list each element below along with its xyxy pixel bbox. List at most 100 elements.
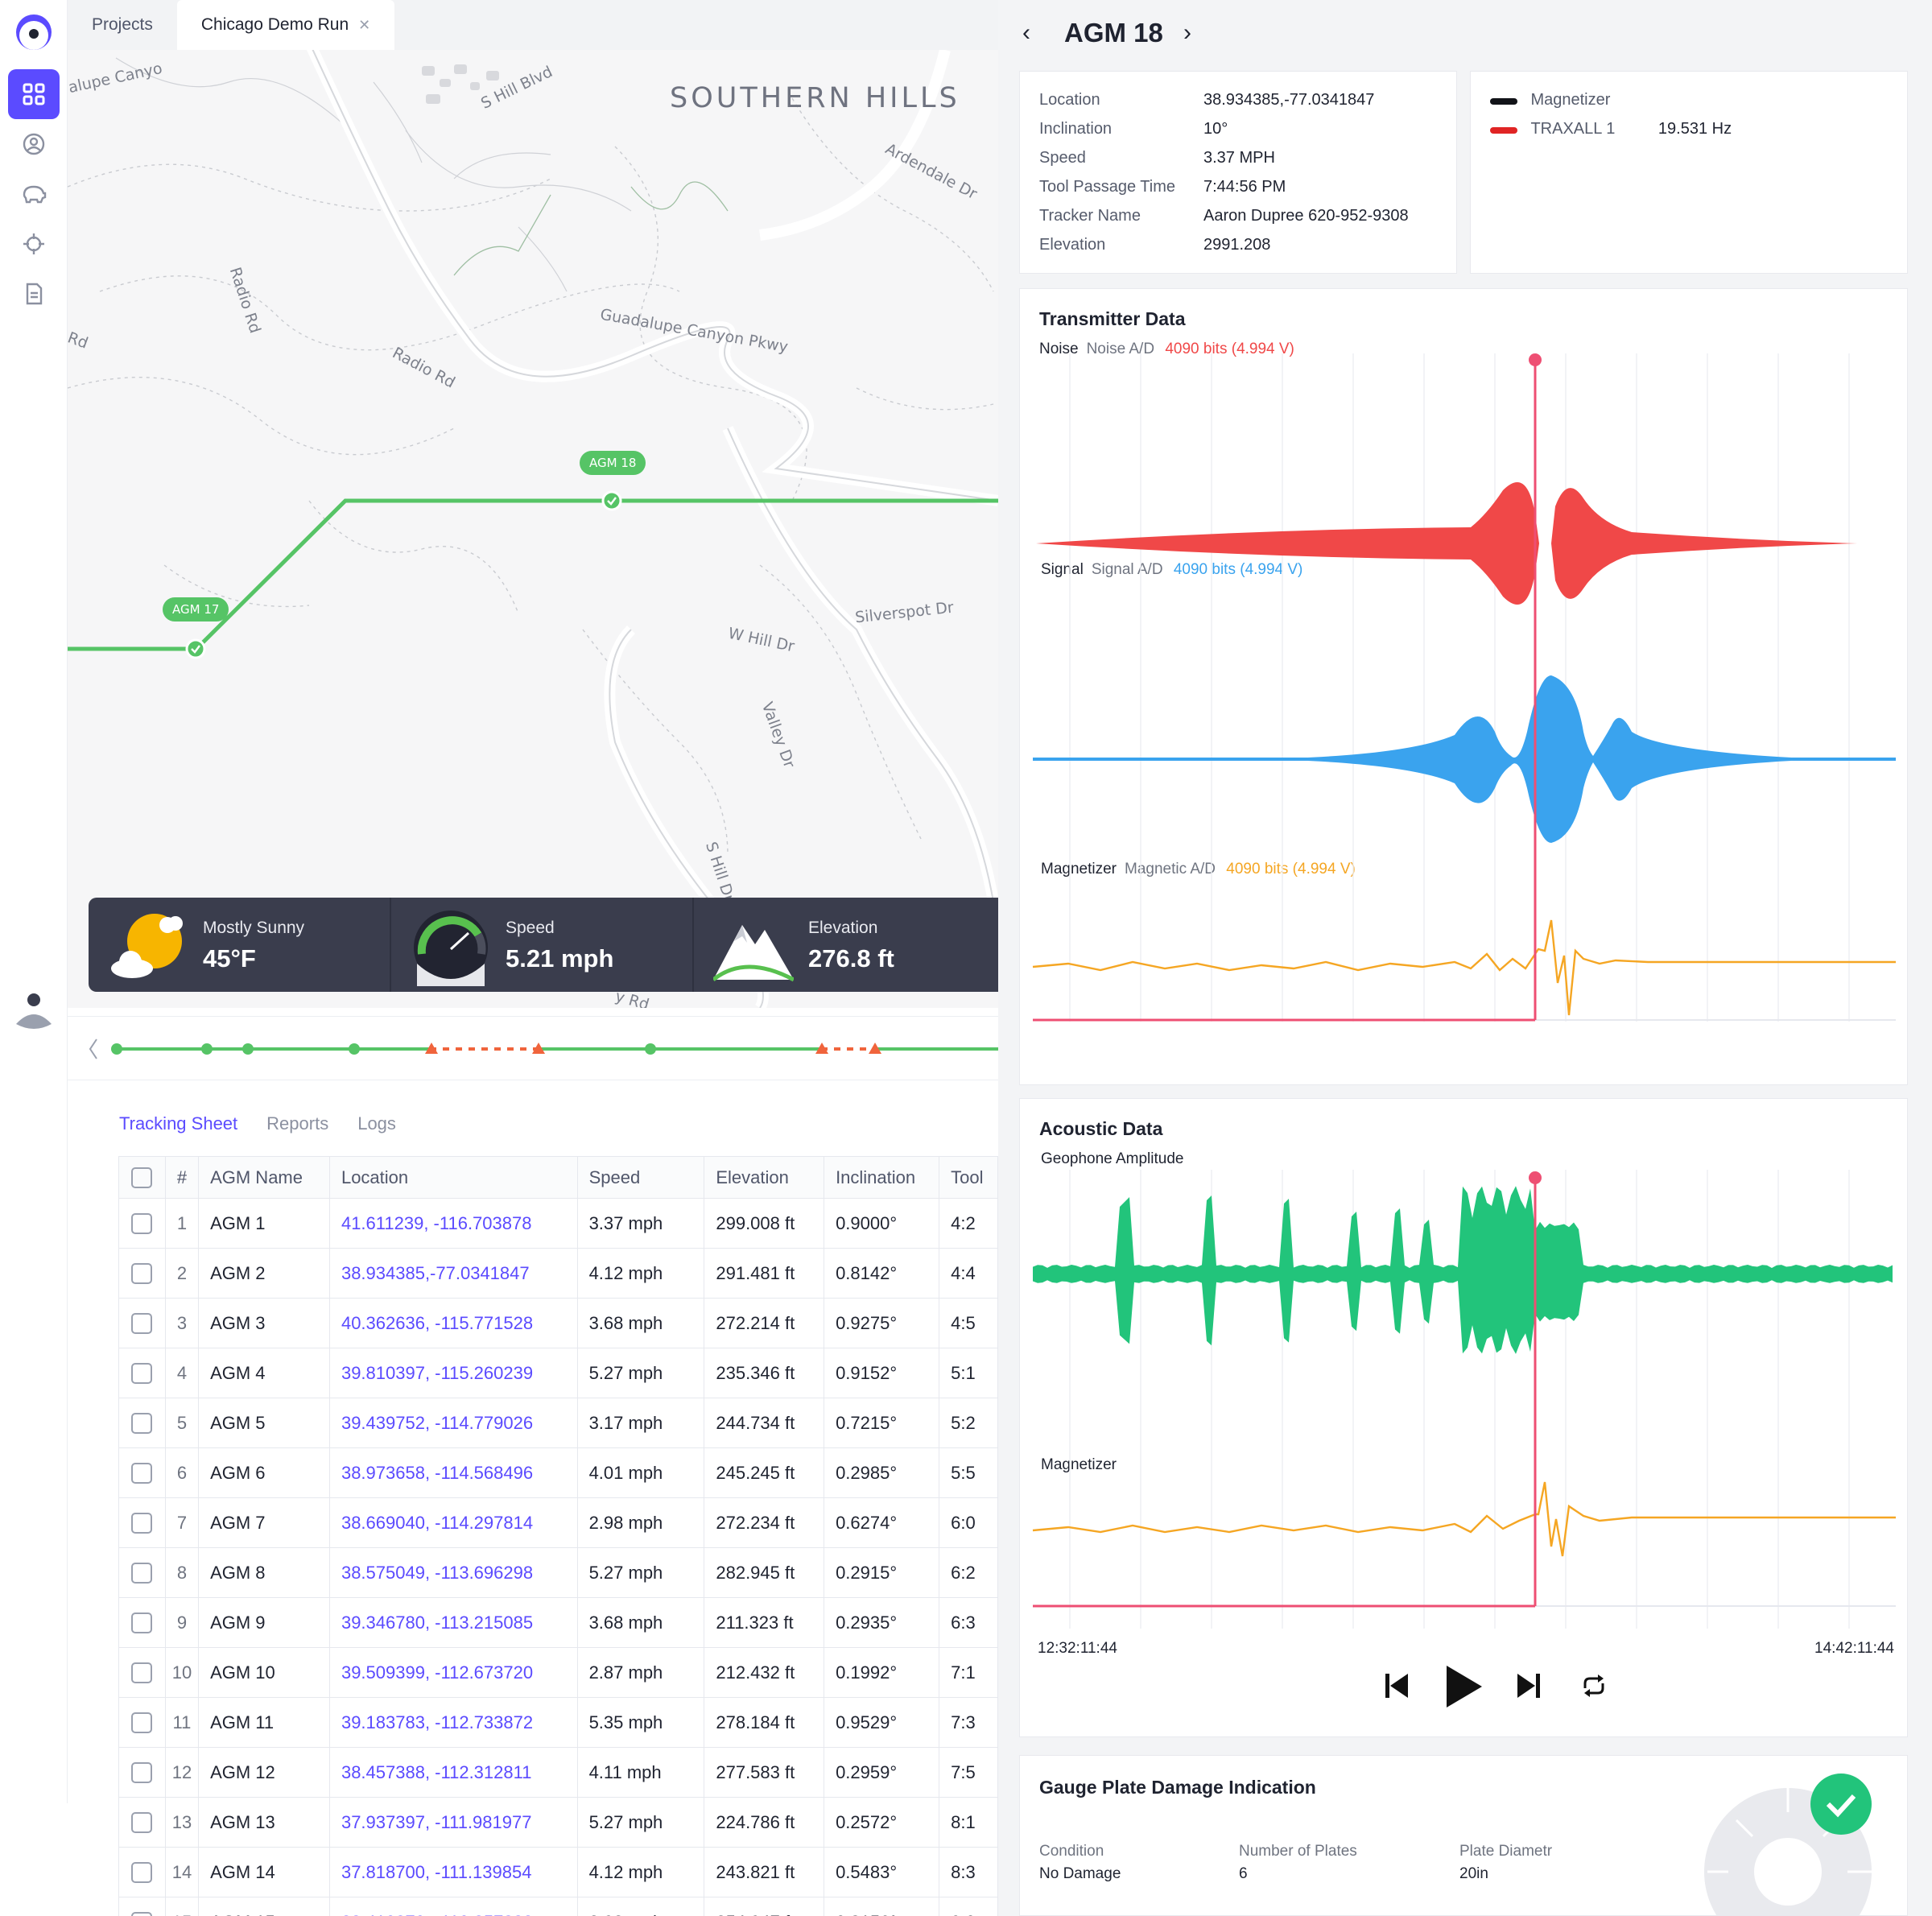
row-number: 8 <box>164 1547 200 1598</box>
row-select-cell <box>118 1497 166 1548</box>
row-select-cell <box>118 1198 166 1249</box>
row-checkbox[interactable] <box>131 1463 153 1484</box>
loop-icon[interactable] <box>1580 1672 1608 1699</box>
transmitter-title: Transmitter Data <box>1039 308 1186 329</box>
previous-agm-icon[interactable]: ‹ <box>1022 19 1030 46</box>
location-link[interactable]: 38.575049, -113.696298 <box>328 1547 578 1598</box>
location-link[interactable]: 39.346780, -113.215085 <box>328 1597 578 1648</box>
agm-18-marker[interactable]: AGM 18 <box>580 451 646 475</box>
close-tab-icon[interactable]: ✕ <box>358 16 371 33</box>
table-row[interactable]: 10 AGM 10 39.509399, -112.673720 2.87 mph 21… <box>118 1647 998 1698</box>
timeline-scrubber[interactable] <box>68 1016 998 1080</box>
location-link[interactable]: 38.410270, -110.357883 <box>328 1897 578 1916</box>
row-checkbox[interactable] <box>131 1413 153 1435</box>
tab-chicago-demo-run[interactable]: Chicago Demo Run ✕ <box>176 0 395 50</box>
legend-item-magnetizer[interactable]: Magnetizer <box>1490 91 1610 109</box>
elevation-cell: 282.945 ft <box>704 1547 825 1598</box>
location-link[interactable]: 38.457388, -112.312811 <box>328 1747 578 1798</box>
location-link[interactable]: 38.973658, -114.568496 <box>328 1447 578 1498</box>
tab-logs[interactable]: Logs <box>357 1113 396 1133</box>
col-header[interactable]: Location <box>328 1156 578 1199</box>
speed-stat: Speed 5.21 mph <box>391 898 694 992</box>
row-checkbox[interactable] <box>131 1912 153 1916</box>
location-link[interactable]: 39.183783, -112.733872 <box>328 1697 578 1748</box>
table-row[interactable]: 7 AGM 7 38.669040, -114.297814 2.98 mph 272.… <box>118 1497 998 1548</box>
row-checkbox[interactable] <box>131 1612 153 1634</box>
location-link[interactable]: 37.818700, -111.139854 <box>328 1847 578 1897</box>
table-row[interactable]: 5 AGM 5 39.439752, -114.779026 3.17 mph 244.… <box>118 1398 998 1448</box>
row-checkbox[interactable] <box>131 1862 153 1884</box>
row-checkbox[interactable] <box>131 1762 153 1784</box>
location-link[interactable]: 40.362636, -115.771528 <box>328 1298 578 1348</box>
row-checkbox[interactable] <box>131 1812 153 1834</box>
col-header[interactable]: Speed <box>576 1156 705 1199</box>
skip-forward-icon[interactable] <box>1516 1672 1542 1699</box>
row-select-cell <box>118 1348 166 1398</box>
speed-value: 5.21 mph <box>506 944 614 972</box>
col-header[interactable]: Tool <box>939 1156 998 1199</box>
col-header[interactable]: Elevation <box>704 1156 825 1199</box>
info-value: 2991.208 <box>1203 236 1271 254</box>
table-row[interactable]: 4 AGM 4 39.810397, -115.260239 5.27 mph 235.… <box>118 1348 998 1398</box>
row-number: 7 <box>164 1497 200 1548</box>
agm-name: AGM 15 <box>198 1897 330 1916</box>
next-agm-icon[interactable]: › <box>1183 19 1191 46</box>
skip-back-icon[interactable] <box>1384 1672 1410 1699</box>
document-icon[interactable] <box>8 269 60 319</box>
dashboard-icon[interactable] <box>8 69 60 119</box>
elevation-cell: 299.008 ft <box>704 1198 825 1249</box>
map-view[interactable]: SOUTHERN HILLS alupe Canyo S Hill Blvd A… <box>68 50 998 1008</box>
table-row[interactable]: 12 AGM 12 38.457388, -112.312811 4.11 mph 27… <box>118 1747 998 1798</box>
agm-17-marker[interactable]: AGM 17 <box>163 597 229 621</box>
col-header[interactable]: Inclination <box>824 1156 940 1199</box>
tab-projects[interactable]: Projects <box>68 0 177 50</box>
agm-name: AGM 5 <box>198 1398 330 1448</box>
tab-projects-label: Projects <box>92 15 153 34</box>
table-row[interactable]: 6 AGM 6 38.973658, -114.568496 4.01 mph 245.… <box>118 1447 998 1498</box>
location-link[interactable]: 39.509399, -112.673720 <box>328 1647 578 1698</box>
row-number: 11 <box>164 1697 200 1748</box>
pig-icon[interactable] <box>8 169 60 219</box>
table-row[interactable]: 2 AGM 2 38.934385,-77.0341847 4.12 mph 291.4… <box>118 1248 998 1299</box>
speed-cell: 2.98 mph <box>576 1497 705 1548</box>
row-checkbox[interactable] <box>131 1363 153 1385</box>
row-checkbox[interactable] <box>131 1563 153 1584</box>
select-all-checkbox[interactable] <box>131 1167 153 1189</box>
inclination-cell: 0.5483° <box>824 1847 940 1897</box>
table-row[interactable]: 8 AGM 8 38.575049, -113.696298 5.27 mph 282.… <box>118 1547 998 1598</box>
legend-item-traxall[interactable]: TRAXALL 1 19.531 Hz <box>1490 120 1732 138</box>
row-checkbox[interactable] <box>131 1662 153 1684</box>
play-icon[interactable] <box>1443 1664 1484 1709</box>
col-header[interactable]: AGM Name <box>198 1156 330 1199</box>
table-row[interactable]: 1 AGM 1 41.611239, -116.703878 3.37 mph 299.… <box>118 1198 998 1249</box>
location-link[interactable]: 39.810397, -115.260239 <box>328 1348 578 1398</box>
row-checkbox[interactable] <box>131 1313 153 1335</box>
row-checkbox[interactable] <box>131 1263 153 1285</box>
crosshair-icon[interactable] <box>8 219 60 269</box>
table-header: # AGM Name Location Speed Elevation Incl… <box>118 1156 998 1199</box>
location-link[interactable]: 38.934385,-77.0341847 <box>328 1248 578 1299</box>
gauge-field-value: No Damage <box>1039 1865 1121 1882</box>
avatar-icon[interactable] <box>14 989 53 1030</box>
row-checkbox[interactable] <box>131 1712 153 1734</box>
tab-reports[interactable]: Reports <box>266 1113 329 1133</box>
location-link[interactable]: 38.669040, -114.297814 <box>328 1497 578 1548</box>
app-logo[interactable] <box>11 11 56 56</box>
location-link[interactable]: 37.937397, -111.981977 <box>328 1797 578 1848</box>
inclination-cell: 0.2935° <box>824 1597 940 1648</box>
table-row[interactable]: 3 AGM 3 40.362636, -115.771528 3.68 mph 272.… <box>118 1298 998 1348</box>
user-circle-icon[interactable] <box>8 119 60 169</box>
table-row[interactable]: 11 AGM 11 39.183783, -112.733872 5.35 mph 27… <box>118 1697 998 1748</box>
table-row[interactable]: 9 AGM 9 39.346780, -113.215085 3.68 mph 211.… <box>118 1597 998 1648</box>
location-link[interactable]: 39.439752, -114.779026 <box>328 1398 578 1448</box>
row-checkbox[interactable] <box>131 1513 153 1534</box>
location-link[interactable]: 41.611239, -116.703878 <box>328 1198 578 1249</box>
col-header[interactable]: # <box>164 1156 200 1199</box>
table-row[interactable]: 14 AGM 14 37.818700, -111.139854 4.12 mph 24… <box>118 1847 998 1897</box>
row-checkbox[interactable] <box>131 1213 153 1235</box>
table-row[interactable]: 13 AGM 13 37.937397, -111.981977 5.27 mph 22… <box>118 1797 998 1848</box>
tab-tracking-sheet[interactable]: Tracking Sheet <box>119 1113 238 1133</box>
row-number: 6 <box>164 1447 200 1498</box>
agm-name: AGM 11 <box>198 1697 330 1748</box>
